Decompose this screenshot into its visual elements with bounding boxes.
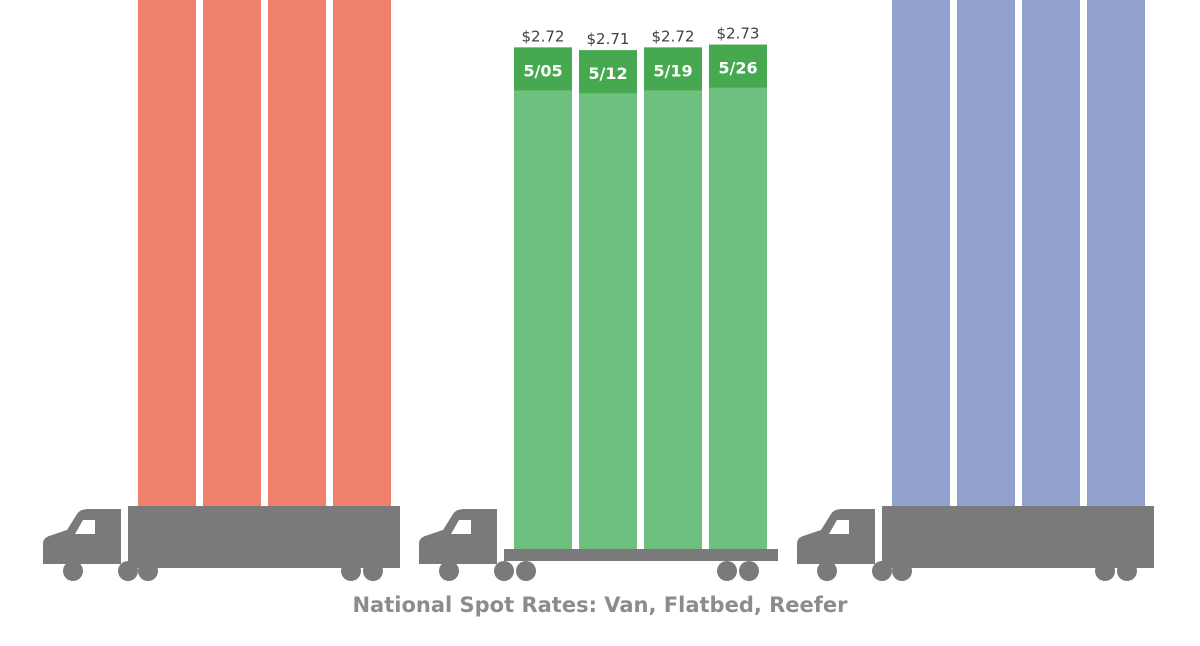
truck-reefer-wheel-drive-1 xyxy=(872,561,892,581)
truck-van-wheel-rear-2 xyxy=(363,561,383,581)
bar-reefer-0 xyxy=(892,0,950,507)
bar-reefer-2 xyxy=(1022,0,1080,507)
bar-flatbed-3 xyxy=(709,44,767,549)
date-label-flatbed-1: 5/12 xyxy=(588,64,627,83)
truck-van-wheel-front xyxy=(63,561,83,581)
value-label-flatbed-1: $2.71 xyxy=(587,30,630,48)
value-label-flatbed-0: $2.72 xyxy=(522,27,565,45)
bar-flatbed-1 xyxy=(579,50,637,549)
truck-reefer-cab xyxy=(797,509,875,564)
truck-van-wheel-drive-2 xyxy=(138,561,158,581)
value-label-flatbed-3: $2.73 xyxy=(717,25,760,43)
truck-van-wheel-drive-1 xyxy=(118,561,138,581)
truck-flatbed-cab xyxy=(419,509,497,564)
truck-reefer-trailer xyxy=(882,506,1154,568)
bar-reefer-3 xyxy=(1087,0,1145,506)
bar-band-flatbed-0 xyxy=(514,47,572,91)
bar-van-2 xyxy=(268,0,326,506)
truck-flatbed-wheel-drive-2 xyxy=(516,561,536,581)
bar-band-flatbed-2 xyxy=(644,47,702,91)
truck-flatbed-wheel-rear-1 xyxy=(717,561,737,581)
bar-van-0 xyxy=(138,0,196,507)
bar-van-1 xyxy=(203,0,261,506)
bar-band-flatbed-1 xyxy=(579,50,637,94)
bar-flatbed-2 xyxy=(644,47,702,550)
date-label-flatbed-2: 5/19 xyxy=(653,61,692,80)
truck-van-trailer xyxy=(128,506,400,568)
date-label-flatbed-3: 5/26 xyxy=(718,59,757,78)
chart-caption: National Spot Rates: Van, Flatbed, Reefe… xyxy=(352,593,848,617)
truck-reefer-wheel-drive-2 xyxy=(892,561,912,581)
truck-flatbed-deck xyxy=(504,549,778,561)
truck-reefer-wheel-rear-1 xyxy=(1095,561,1115,581)
bar-band-flatbed-3 xyxy=(709,44,767,88)
value-label-flatbed-2: $2.72 xyxy=(652,27,695,45)
date-label-flatbed-0: 5/05 xyxy=(523,61,562,80)
bar-reefer-1 xyxy=(957,0,1015,507)
truck-flatbed-cab-window xyxy=(451,520,471,534)
truck-flatbed-wheel-drive-1 xyxy=(494,561,514,581)
truck-reefer-cab-window xyxy=(829,520,849,534)
bar-flatbed-0 xyxy=(514,47,572,550)
truck-reefer-wheel-rear-2 xyxy=(1117,561,1137,581)
truck-flatbed-wheel-rear-2 xyxy=(739,561,759,581)
bar-van-3 xyxy=(333,0,391,506)
truck-van-cab-window xyxy=(75,520,95,534)
truck-van-cab xyxy=(43,509,121,564)
truck-flatbed-wheel-front xyxy=(439,561,459,581)
truck-reefer-wheel-front xyxy=(817,561,837,581)
truck-van-wheel-rear-1 xyxy=(341,561,361,581)
